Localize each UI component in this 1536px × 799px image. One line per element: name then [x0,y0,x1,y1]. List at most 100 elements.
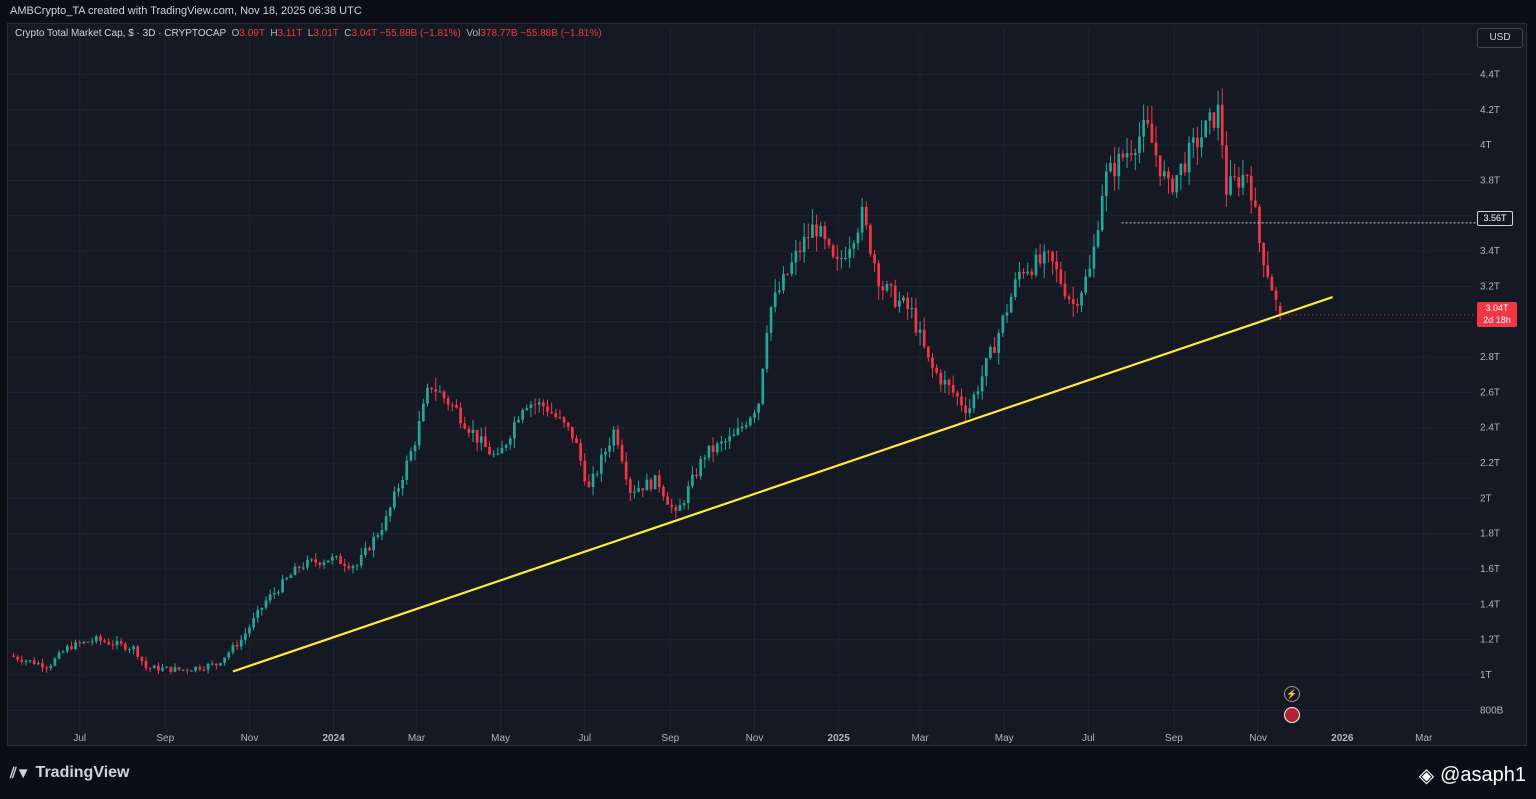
chart-pane[interactable] [7,23,1527,746]
candle-body [128,649,131,651]
candle-body [24,660,28,662]
candle-body [608,445,611,452]
candle-body [1055,261,1059,270]
candle-body [1270,276,1274,291]
candle-body [318,562,322,566]
candle-body [210,663,214,665]
us-economic-events-icon[interactable] [1284,707,1300,723]
candle-body [359,554,363,566]
events-lightning-icon[interactable]: ⚡ [1284,686,1300,702]
candle-body [301,567,305,569]
candle-body [405,460,409,481]
y-tick-label: 3.4T [1480,246,1500,257]
candle-body [881,286,885,291]
candle-body [1051,251,1054,262]
candle-body [1096,230,1100,247]
chart-canvas[interactable]: 800B 1T 1.2T 1.4T 1.6T 1.8T 2T 2.2T 2.4T 2.6T 2.8T… [0,0,1536,756]
candle-body [107,641,111,645]
y-tick-label: 1.2T [1480,635,1500,646]
candle-body [314,559,318,563]
candle-body [57,652,61,659]
y-tick-label: 2.6T [1480,387,1500,398]
candle-body [45,667,48,669]
candle-body [711,445,715,453]
publish-info-text: AMBCrypto_TA created with TradingView.co… [10,5,362,17]
candle-body [198,666,202,670]
trendline[interactable] [232,295,1333,673]
candle-body [1204,120,1208,138]
candle-body [591,473,595,488]
candle-body [111,644,115,646]
candle-body [268,594,272,601]
candle-body [806,236,810,238]
candle-body [455,404,458,408]
y-tick-label: 4T [1480,140,1492,151]
candle-body [70,646,73,650]
candle-body [1113,162,1116,177]
candle-body [508,438,512,445]
candle-body [533,404,537,406]
candle-body [1125,153,1129,158]
x-tick-label: Mar [911,733,929,744]
candle-body [910,307,914,310]
candle-body [736,428,740,435]
candle-body [699,459,703,477]
candle-body [463,423,467,429]
candle-body [715,443,719,453]
candle-body [227,652,231,658]
candle-body [935,367,938,373]
candle-body [599,454,603,474]
candle-body [326,560,330,563]
candle-body [823,225,827,240]
candle-body [566,422,570,427]
candle-body [115,641,119,646]
y-tick-label: 2.8T [1480,352,1500,363]
candle-body [289,575,293,578]
candle-body [902,297,905,301]
candle-body [554,413,558,418]
footer-bar [0,756,1536,799]
candle-body [219,663,222,666]
candle-body [835,256,839,259]
candle-body [1038,254,1042,264]
candle-body [202,669,206,671]
candle-body [500,447,504,454]
candle-body [819,225,823,237]
y-tick-label: 1.8T [1480,529,1500,540]
candle-body [243,633,247,640]
x-tick-label: Jul [73,733,86,744]
candle-body [753,412,756,418]
candle-body [906,297,909,310]
candle-body [1225,145,1228,195]
x-tick-label: Mar [1415,733,1433,744]
x-tick-label: Jul [578,733,591,744]
candle-body [1088,268,1092,277]
candle-body [852,243,856,249]
candle-body [1129,153,1133,156]
candle-body [811,224,814,238]
candle-body [1013,279,1017,297]
candle-body [1258,206,1261,244]
candle-body [90,641,94,643]
currency-button[interactable]: USD [1477,28,1523,48]
candle-body [794,250,798,263]
candle-body [264,600,268,608]
candle-body [140,656,144,662]
tradingview-logo[interactable]: ⫽▼ TradingView [10,764,130,782]
candle-body [1254,200,1257,207]
candle-body [1005,312,1009,316]
bar-countdown: 2d 18h [1483,315,1511,325]
candle-body [943,379,947,385]
symbol-title: Crypto Total Market Cap, $ · 3D · CRYPTO… [15,28,227,39]
symbol-legend[interactable]: Crypto Total Market Cap, $ · 3D · CRYPTO… [15,28,602,39]
candle-body [351,566,355,569]
candle-body [873,254,876,264]
candle-body [1063,283,1067,297]
candle-body [782,273,785,291]
candle-body [1026,271,1030,274]
y-tick-label: 1.6T [1480,564,1500,575]
candle-body [322,562,326,566]
candle-body [670,504,674,508]
candle-body [1067,296,1071,300]
candle-body [223,657,226,664]
